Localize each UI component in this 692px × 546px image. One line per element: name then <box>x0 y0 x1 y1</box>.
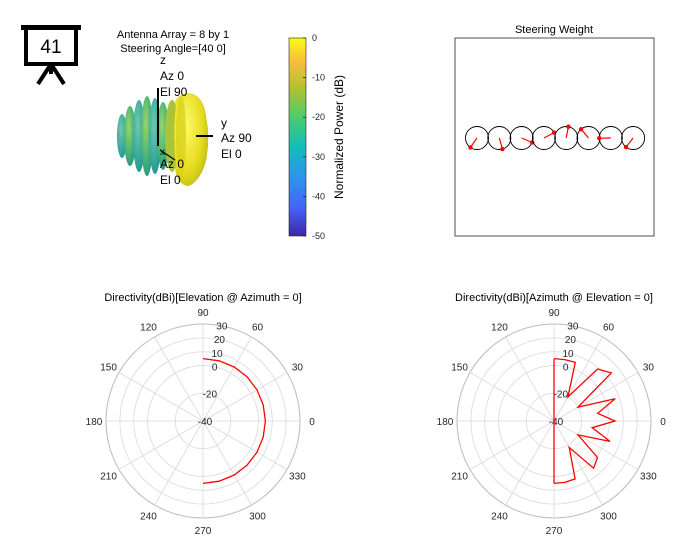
polar-radial-tick-label: 10 <box>211 349 223 360</box>
steering-title: Steering Weight <box>515 24 593 36</box>
polar-spoke <box>469 372 555 422</box>
polar-spoke <box>553 372 639 422</box>
axis-z-az: Az 0 <box>160 69 184 83</box>
polar-angle-label: 270 <box>195 526 212 537</box>
polar-angle-label: 0 <box>309 417 315 428</box>
polar-spoke <box>118 372 204 422</box>
polar-angle-label: 90 <box>548 308 560 319</box>
polar-angle-label: 240 <box>140 511 157 522</box>
axis-y-el: El 0 <box>221 147 242 161</box>
polar-angle-label: 60 <box>252 323 264 334</box>
polar-radial-tick-label: 20 <box>214 335 226 346</box>
polar-angle-label: 120 <box>491 323 508 334</box>
colorbar-label: Normalized Power (dB) <box>332 75 346 199</box>
polar-spoke <box>505 420 555 506</box>
polar-spoke <box>469 420 555 470</box>
polar-angle-label: 210 <box>451 472 468 483</box>
polar-angle-label: 330 <box>289 472 306 483</box>
polar-spoke <box>202 420 252 506</box>
polar-angle-label: 90 <box>197 308 209 319</box>
polar-spoke <box>505 336 555 422</box>
polar-spoke <box>553 420 639 470</box>
polar-angle-label: 60 <box>603 323 615 334</box>
polar-spoke <box>154 420 204 506</box>
polar-angle-label: 210 <box>100 472 117 483</box>
steering-weight-panel: Steering Weight <box>454 24 655 237</box>
weight-circle <box>621 126 646 150</box>
weight-phasor-dot <box>597 136 602 141</box>
polar-radial-tick-label: 0 <box>563 362 569 373</box>
weight-circle <box>531 126 556 150</box>
polar-angle-label: 300 <box>600 511 617 522</box>
polar-spoke <box>202 420 288 470</box>
axis-y-az: Az 90 <box>221 131 252 145</box>
polar-spoke <box>154 336 204 422</box>
polar-spoke <box>553 336 603 422</box>
weight-circle <box>487 126 512 150</box>
polar-angle-label: 330 <box>640 472 657 483</box>
polar-elevation-panel: Directivity(dBi)[Elevation @ Azimuth = 0… <box>86 292 316 537</box>
polar-radial-tick-label: 10 <box>562 349 574 360</box>
polar-spoke <box>202 372 288 422</box>
polar-radial-tick-label: -40 <box>198 417 213 428</box>
axis-x-el: El 0 <box>160 173 181 187</box>
polar-angle-label: 150 <box>451 363 468 374</box>
polar-radial-tick-label: -20 <box>554 390 569 401</box>
polar-angle-label: 180 <box>86 417 103 428</box>
polar-angle-label: 150 <box>100 363 117 374</box>
weight-phasor-dot <box>500 146 505 152</box>
colorbar-tick-label: -20 <box>312 112 325 122</box>
polar-radial-tick-label: 30 <box>567 321 579 332</box>
polar-angle-label: 300 <box>249 511 266 522</box>
weight-phasor-dot <box>578 126 584 132</box>
polar-spoke <box>553 420 603 506</box>
colorbar-tick-label: 0 <box>312 33 317 43</box>
polar-radial-tick-label: 30 <box>216 321 228 332</box>
axis-z-el: El 90 <box>160 85 188 99</box>
weight-phasor-dot <box>566 124 571 129</box>
pattern-title-line2: Steering Angle=[40 0] <box>120 43 226 55</box>
polar-elev-title: Directivity(dBi)[Elevation @ Azimuth = 0… <box>104 292 301 304</box>
radiation-pattern-3d <box>117 93 209 187</box>
polar-angle-label: 0 <box>660 417 666 428</box>
polar-angle-label: 30 <box>292 363 304 374</box>
axis-x-label: x <box>160 147 165 158</box>
polar-radial-tick-label: -20 <box>203 390 218 401</box>
axes-3d <box>157 88 213 161</box>
weight-phasor-dot <box>623 144 629 150</box>
polar-trace <box>202 357 267 485</box>
weight-circle <box>554 126 579 150</box>
polar-angle-label: 30 <box>643 363 655 374</box>
colorbar-tick-label: -10 <box>312 73 325 83</box>
polar-trace <box>553 357 617 485</box>
polar-angle-label: 240 <box>491 511 508 522</box>
presentation-badge-icon: 41 <box>21 25 81 86</box>
colorbar-gradient <box>288 37 307 237</box>
polar-angle-label: 120 <box>140 323 157 334</box>
polar-angle-label: 180 <box>437 417 454 428</box>
polar-radial-tick-label: -40 <box>549 417 564 428</box>
colorbar-tick-label: -40 <box>312 191 325 201</box>
polar-radial-tick-label: 20 <box>565 335 577 346</box>
polar-azimuth-panel: Directivity(dBi)[Azimuth @ Elevation = 0… <box>437 292 667 537</box>
pattern-title-line1: Antenna Array = 8 by 1 <box>117 29 229 41</box>
colorbar-tick-label: -50 <box>312 231 325 241</box>
polar-angle-label: 270 <box>546 526 563 537</box>
weight-phasor-dot <box>468 145 473 150</box>
polar-spoke <box>118 420 204 470</box>
weight-circle <box>465 126 489 150</box>
badge-number: 41 <box>40 37 61 58</box>
axis-z-label: z <box>160 53 166 67</box>
axis-y-label: y <box>221 116 227 130</box>
polar-azim-title: Directivity(dBi)[Azimuth @ Elevation = 0… <box>455 292 653 304</box>
colorbar: 0 -10 -20 -30 -40 -50 Normalized Power (dB) <box>288 33 346 241</box>
pattern-3d-panel: Antenna Array = 8 by 1 Steering Angle=[4… <box>117 29 252 187</box>
weight-circle <box>509 126 534 150</box>
polar-radial-tick-label: 0 <box>212 362 218 373</box>
axis-x-az: Az 0 <box>160 157 184 171</box>
polar-spoke <box>202 336 252 422</box>
colorbar-tick-label: -30 <box>312 152 325 162</box>
